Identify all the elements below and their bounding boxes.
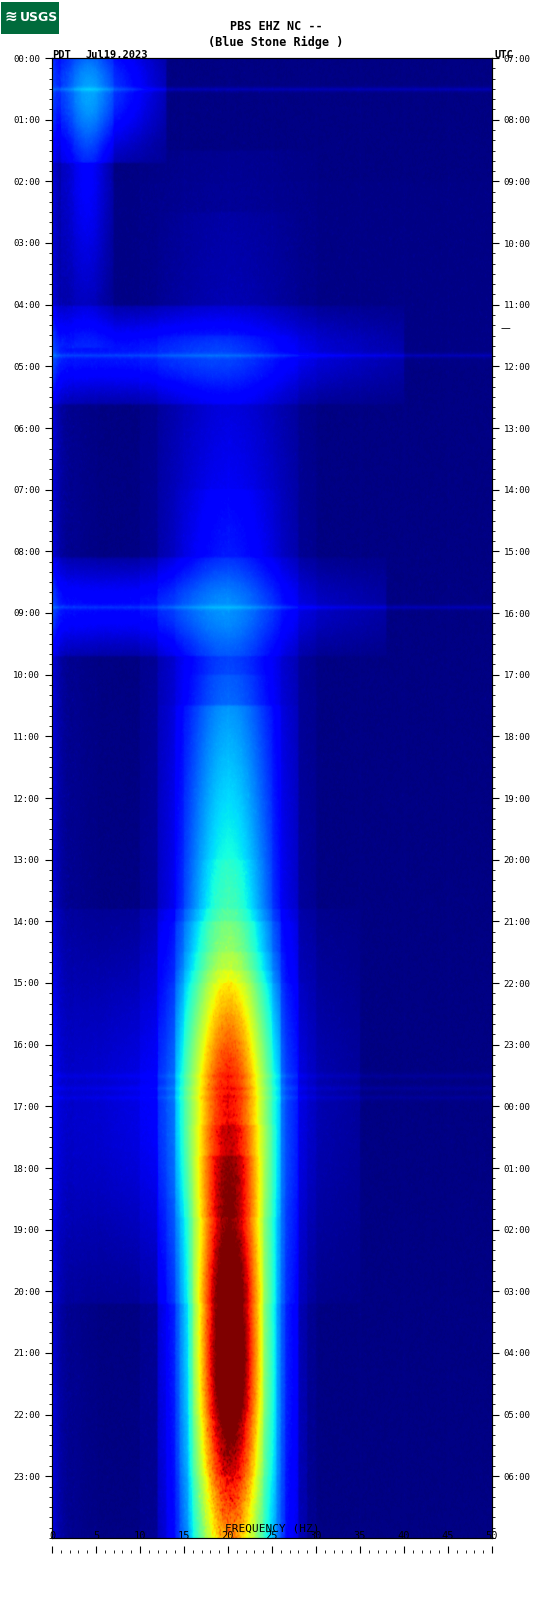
Text: PBS EHZ NC --: PBS EHZ NC -- [230,19,322,32]
Text: USGS: USGS [20,11,58,24]
Text: UTC: UTC [495,50,513,60]
Text: ≋: ≋ [4,10,17,24]
Text: —: — [500,323,510,334]
Text: Jul19,2023: Jul19,2023 [85,50,147,60]
Text: (Blue Stone Ridge ): (Blue Stone Ridge ) [208,35,344,48]
Text: PDT: PDT [52,50,71,60]
X-axis label: FREQUENCY (HZ): FREQUENCY (HZ) [225,1523,319,1534]
FancyBboxPatch shape [1,2,59,34]
